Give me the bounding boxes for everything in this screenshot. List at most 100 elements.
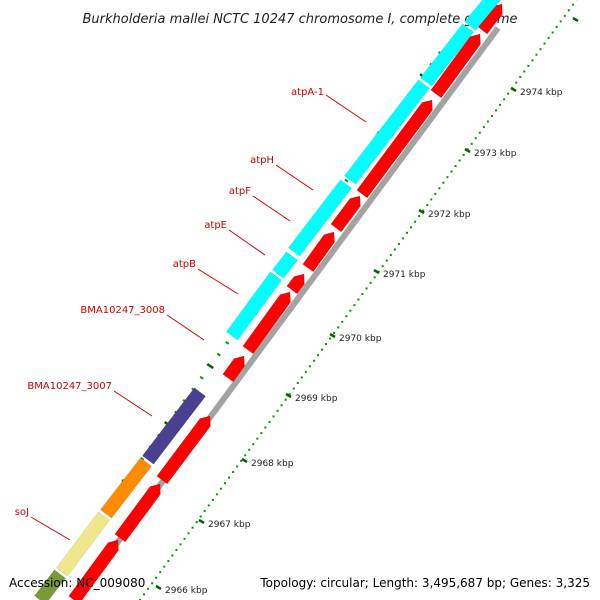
inner-tick bbox=[199, 375, 204, 380]
major-tick bbox=[155, 584, 162, 591]
minor-tick bbox=[256, 437, 259, 440]
minor-tick bbox=[341, 320, 344, 323]
label-leader-line bbox=[30, 516, 71, 541]
atpE-feature bbox=[272, 251, 298, 279]
atpB-feature bbox=[226, 271, 282, 341]
minor-tick bbox=[207, 504, 210, 507]
tick-label: 2971 kbp bbox=[383, 270, 426, 280]
minor-tick bbox=[389, 254, 392, 257]
minor-tick bbox=[535, 53, 538, 56]
minor-tick bbox=[244, 454, 247, 457]
minor-tick bbox=[478, 131, 481, 134]
minor-tick bbox=[232, 471, 235, 474]
minor-tick bbox=[333, 331, 336, 334]
minor-tick bbox=[503, 98, 506, 101]
major-tick bbox=[510, 86, 517, 93]
label-leader-line bbox=[113, 390, 153, 417]
minor-tick bbox=[321, 348, 324, 351]
cds-feature bbox=[156, 415, 211, 485]
minor-tick bbox=[280, 404, 283, 407]
minor-tick bbox=[195, 521, 198, 524]
minor-tick bbox=[203, 509, 206, 512]
minor-tick bbox=[260, 432, 263, 435]
minor-tick bbox=[438, 187, 441, 190]
reverse-strand-features bbox=[34, 0, 502, 600]
ruler-major-ticks bbox=[155, 16, 579, 591]
minor-tick bbox=[515, 81, 518, 84]
gene-label-atpF: atpF bbox=[229, 186, 251, 197]
minor-tick bbox=[499, 103, 502, 106]
tick-label: 2970 kbp bbox=[339, 334, 382, 344]
minor-tick bbox=[434, 192, 437, 195]
minor-tick bbox=[527, 64, 530, 67]
atpA-1-feature bbox=[344, 79, 430, 185]
minor-tick bbox=[490, 114, 493, 117]
minor-tick bbox=[353, 304, 356, 307]
label-leader-line bbox=[252, 195, 291, 222]
minor-tick bbox=[171, 554, 174, 557]
minor-tick bbox=[308, 365, 311, 368]
minor-tick bbox=[567, 9, 570, 12]
minor-tick bbox=[571, 3, 574, 6]
tick-label: 2967 kbp bbox=[208, 520, 251, 530]
inner-tick bbox=[225, 341, 230, 345]
major-tick bbox=[373, 268, 380, 275]
minor-tick bbox=[228, 476, 230, 479]
minor-tick bbox=[454, 165, 457, 168]
minor-tick bbox=[474, 137, 477, 140]
minor-tick bbox=[369, 281, 372, 284]
tick-label: 2974 kbp bbox=[520, 88, 563, 98]
minor-tick bbox=[393, 248, 396, 251]
gene-label-soJ: soJ bbox=[15, 507, 29, 518]
minor-tick bbox=[539, 48, 542, 51]
BMA10247_3007-feature bbox=[142, 387, 206, 465]
cds-feature bbox=[222, 355, 245, 383]
minor-tick bbox=[147, 587, 150, 590]
forward-strand-features bbox=[68, 3, 503, 600]
cds-feature bbox=[114, 483, 161, 543]
atpF-atpH-feature bbox=[288, 179, 352, 257]
minor-tick bbox=[401, 237, 404, 240]
minor-tick bbox=[288, 393, 291, 396]
ruler-tick-labels: 2966 kbp 2967 kbp 2968 kbp 2969 kbp 2970 kbp… bbox=[165, 88, 563, 596]
minor-tick bbox=[276, 409, 279, 412]
minor-tick bbox=[426, 203, 429, 206]
inner-tick bbox=[216, 352, 221, 357]
minor-tick bbox=[563, 14, 566, 17]
gene-label-BMA10247_3007: BMA10247_3007 bbox=[27, 381, 112, 392]
label-leader-line bbox=[166, 314, 205, 341]
gene-label-BMA10247_3008: BMA10247_3008 bbox=[80, 305, 165, 316]
minor-tick bbox=[551, 31, 554, 34]
minor-tick bbox=[531, 59, 534, 62]
minor-tick bbox=[345, 315, 348, 318]
minor-tick bbox=[406, 231, 408, 234]
atp-gene-feature bbox=[420, 23, 474, 87]
inner-tick bbox=[206, 363, 214, 370]
minor-tick bbox=[462, 153, 465, 156]
cds-feature bbox=[430, 33, 481, 99]
minor-tick bbox=[486, 120, 489, 123]
major-tick bbox=[329, 332, 336, 339]
minor-tick bbox=[450, 170, 453, 173]
minor-tick bbox=[397, 242, 400, 245]
minor-tick bbox=[284, 398, 287, 401]
minor-tick bbox=[458, 159, 461, 162]
minor-tick bbox=[555, 25, 558, 28]
minor-tick bbox=[143, 593, 146, 596]
inner-tick bbox=[344, 178, 349, 183]
minor-tick bbox=[163, 565, 166, 568]
minor-tick bbox=[559, 20, 562, 23]
minor-tick bbox=[325, 343, 328, 346]
minor-tick bbox=[252, 443, 255, 446]
label-leader-line bbox=[275, 164, 314, 191]
cds-feature bbox=[330, 195, 361, 233]
tick-label: 2969 kbp bbox=[295, 394, 338, 404]
minor-tick bbox=[199, 515, 202, 518]
major-tick bbox=[241, 457, 248, 464]
minor-tick bbox=[418, 215, 421, 218]
minor-tick bbox=[547, 37, 550, 40]
cds-feature bbox=[302, 231, 335, 273]
minor-tick bbox=[317, 354, 319, 357]
minor-tick bbox=[373, 276, 376, 279]
ruler-minor-ticks bbox=[139, 0, 578, 600]
